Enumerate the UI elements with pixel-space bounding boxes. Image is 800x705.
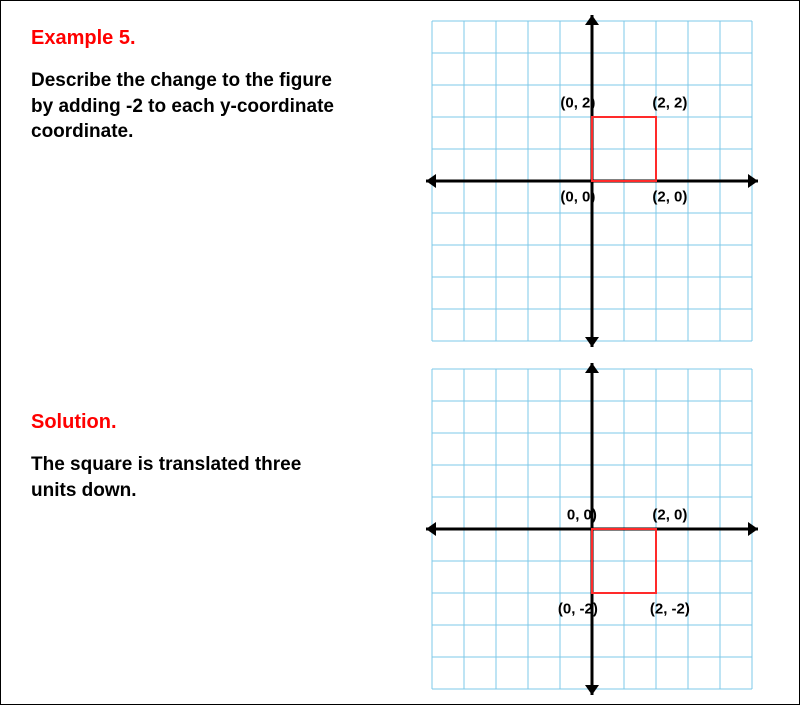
example-heading: Example 5. xyxy=(31,27,415,50)
coordinate-label: 0, 0) xyxy=(567,507,597,524)
coordinate-label: (2, 0) xyxy=(652,507,687,524)
coordinate-label: (0, 2) xyxy=(560,95,595,112)
page: Example 5. Describe the change to the fi… xyxy=(1,1,799,704)
example-prompt: Describe the change to the figure by add… xyxy=(31,68,351,145)
grid-svg xyxy=(432,369,752,689)
left-column: Example 5. Describe the change to the fi… xyxy=(31,21,415,684)
grid-svg xyxy=(432,21,752,341)
solution-text: The square is translated three units dow… xyxy=(31,452,351,503)
right-column: (0, 2)(2, 2)(0, 0)(2, 0) 0, 0)(2, 0)(0, … xyxy=(415,21,769,684)
coordinate-label: (2, 2) xyxy=(652,95,687,112)
coordinate-grid-bottom: 0, 0) (2, 0) (0, -2) (2, -2) xyxy=(432,369,752,689)
spacer xyxy=(31,145,415,405)
coordinate-label: (0, 0) xyxy=(560,189,595,206)
coordinate-label: (0, -2) xyxy=(558,601,598,618)
coordinate-grid-top: (0, 2) (2, 2) (0, 0) (2, 0) xyxy=(432,21,752,341)
coordinate-label: (2, 0) xyxy=(652,189,687,206)
coordinate-label: (2, -2) xyxy=(650,601,690,618)
solution-heading: Solution. xyxy=(31,411,415,434)
